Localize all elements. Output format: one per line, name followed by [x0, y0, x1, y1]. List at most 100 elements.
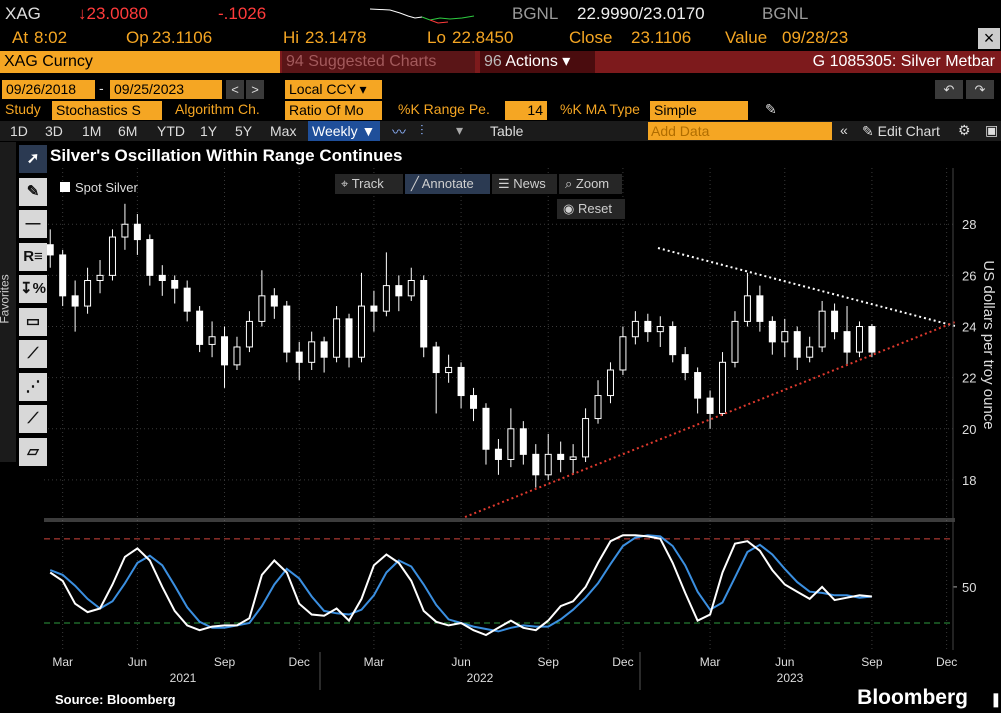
candle-body [831, 310, 839, 333]
drawing-tool[interactable]: ⟋ [19, 405, 47, 433]
candle-body [96, 274, 104, 281]
edit-chart-button[interactable]: ✎ Edit Chart [862, 123, 940, 139]
end-date[interactable]: 09/25/2023 [110, 80, 222, 99]
candle-body [221, 336, 229, 366]
sparkline [370, 8, 475, 24]
bar-icon[interactable]: ⫶ [420, 122, 424, 138]
next-button[interactable]: > [246, 80, 264, 99]
y-tick-label: 24 [962, 320, 976, 335]
start-date[interactable]: 09/26/2018 [2, 80, 95, 99]
chart-tool[interactable]: ☰ News [492, 174, 557, 194]
drawing-tool[interactable]: ⋰ [19, 372, 47, 401]
candle-body [133, 223, 141, 241]
quote-label: Op [126, 28, 149, 47]
study-select[interactable]: Stochastics S [52, 101, 162, 120]
period-button[interactable]: 5Y [235, 123, 253, 139]
drawing-tool[interactable]: ✎ [19, 177, 47, 206]
candle-body [768, 320, 776, 343]
period-button[interactable]: 3D [45, 123, 63, 139]
period-button[interactable]: 1D [10, 123, 28, 139]
param-label: Algorithm Ch. [175, 101, 260, 117]
dropdown-icon[interactable]: ▾ [456, 122, 464, 138]
period-button[interactable]: 6M [118, 123, 138, 139]
x-tick-label: Mar [364, 655, 385, 669]
quote-value: 23.1106 [152, 28, 213, 47]
collapse-icon[interactable]: « [840, 122, 848, 138]
drawing-tool[interactable]: R≡ [19, 242, 47, 271]
candle-body [843, 331, 851, 353]
quote-value: 8:02 [34, 28, 68, 47]
drawing-tool[interactable]: ▭ [19, 307, 47, 336]
source: BGNL [512, 4, 559, 23]
y-tick-label: 50 [962, 580, 976, 595]
period-button[interactable]: 1Y [200, 123, 218, 139]
frequency-select[interactable]: Weekly ▼ [308, 121, 380, 141]
candle-body [631, 320, 639, 338]
study-label: Study [5, 101, 41, 117]
candle-body [818, 310, 826, 348]
drawing-tool[interactable]: — [19, 210, 47, 238]
settings-icon[interactable]: ⚙ [958, 122, 971, 138]
button-label: Reset [577, 201, 612, 216]
y-tick-label: 20 [962, 422, 976, 437]
select-value: Local CCY [289, 81, 356, 97]
sparkline-green [421, 15, 475, 21]
add-data-input[interactable]: Add Data [648, 122, 832, 140]
chart-tool[interactable]: ╱ Annotate [405, 174, 490, 194]
candle-body [432, 346, 440, 374]
period-button[interactable]: YTD [157, 123, 185, 139]
prev-button[interactable]: < [226, 80, 244, 99]
param-select[interactable]: Ratio Of Mo [285, 101, 382, 120]
bid-ask: 22.9990/23.0170 [577, 4, 705, 23]
x-tick-label: Jun [128, 655, 147, 669]
candle-body [108, 236, 116, 276]
drawing-tool[interactable]: ➚ [19, 145, 47, 173]
redo-button[interactable]: ↷ [966, 80, 994, 99]
currency-select[interactable]: Local CCY ▾ [285, 80, 382, 99]
drawing-tool[interactable]: ⟋ [19, 340, 47, 368]
param-input[interactable]: 14 [505, 101, 547, 120]
date-dash: - [99, 80, 104, 96]
candle-body [519, 428, 527, 455]
window-icon[interactable]: ▣ [985, 122, 999, 138]
candle-body [532, 453, 540, 476]
candle-body [557, 453, 565, 460]
candle-body [295, 351, 303, 363]
quote-label: Value [725, 28, 768, 47]
candle-body [320, 341, 328, 358]
candle-body [357, 305, 365, 358]
actions-menu[interactable]: 96 Actions ▾ [480, 51, 595, 73]
drawing-tool[interactable]: ▱ [19, 437, 47, 466]
chart-tool[interactable]: ⌖ Track [335, 174, 403, 194]
undo-button[interactable]: ↶ [935, 80, 963, 99]
candle-body [507, 428, 515, 460]
period-button[interactable]: Max [270, 123, 297, 139]
candle-body [644, 320, 652, 333]
candle-body [333, 318, 341, 358]
param-select[interactable]: Simple [650, 101, 748, 120]
period-button[interactable]: 1M [82, 123, 102, 139]
security-input[interactable]: XAG Curncy [0, 51, 280, 73]
candle-body [208, 336, 216, 345]
x-group-label: 2021 [170, 671, 197, 685]
suggested-charts[interactable]: 94 Suggested Charts [282, 51, 475, 73]
chart-background [0, 142, 1001, 713]
candle-body [494, 448, 502, 460]
edit-icon[interactable]: ✎ [765, 101, 777, 117]
quote-label: At [12, 28, 29, 47]
close-button[interactable]: × [978, 28, 1000, 49]
candle-body [781, 331, 789, 343]
reset-button[interactable]: ◉ Reset [557, 199, 625, 219]
resistance-trendline [657, 247, 956, 327]
chart-tool[interactable]: ⌕ Zoom [559, 174, 622, 194]
last-price: ↓23.0080 [78, 4, 148, 23]
line-icon[interactable]: 〰 [392, 124, 406, 140]
table-button[interactable]: Table [490, 123, 524, 139]
logo-mark: ❚ [990, 691, 1001, 708]
param-label: %K MA Type [560, 101, 640, 117]
price-change: -.1026 [218, 4, 267, 23]
candle-body [245, 320, 253, 348]
drawing-tool[interactable]: ↧% [19, 275, 47, 303]
candle-body [283, 305, 291, 353]
